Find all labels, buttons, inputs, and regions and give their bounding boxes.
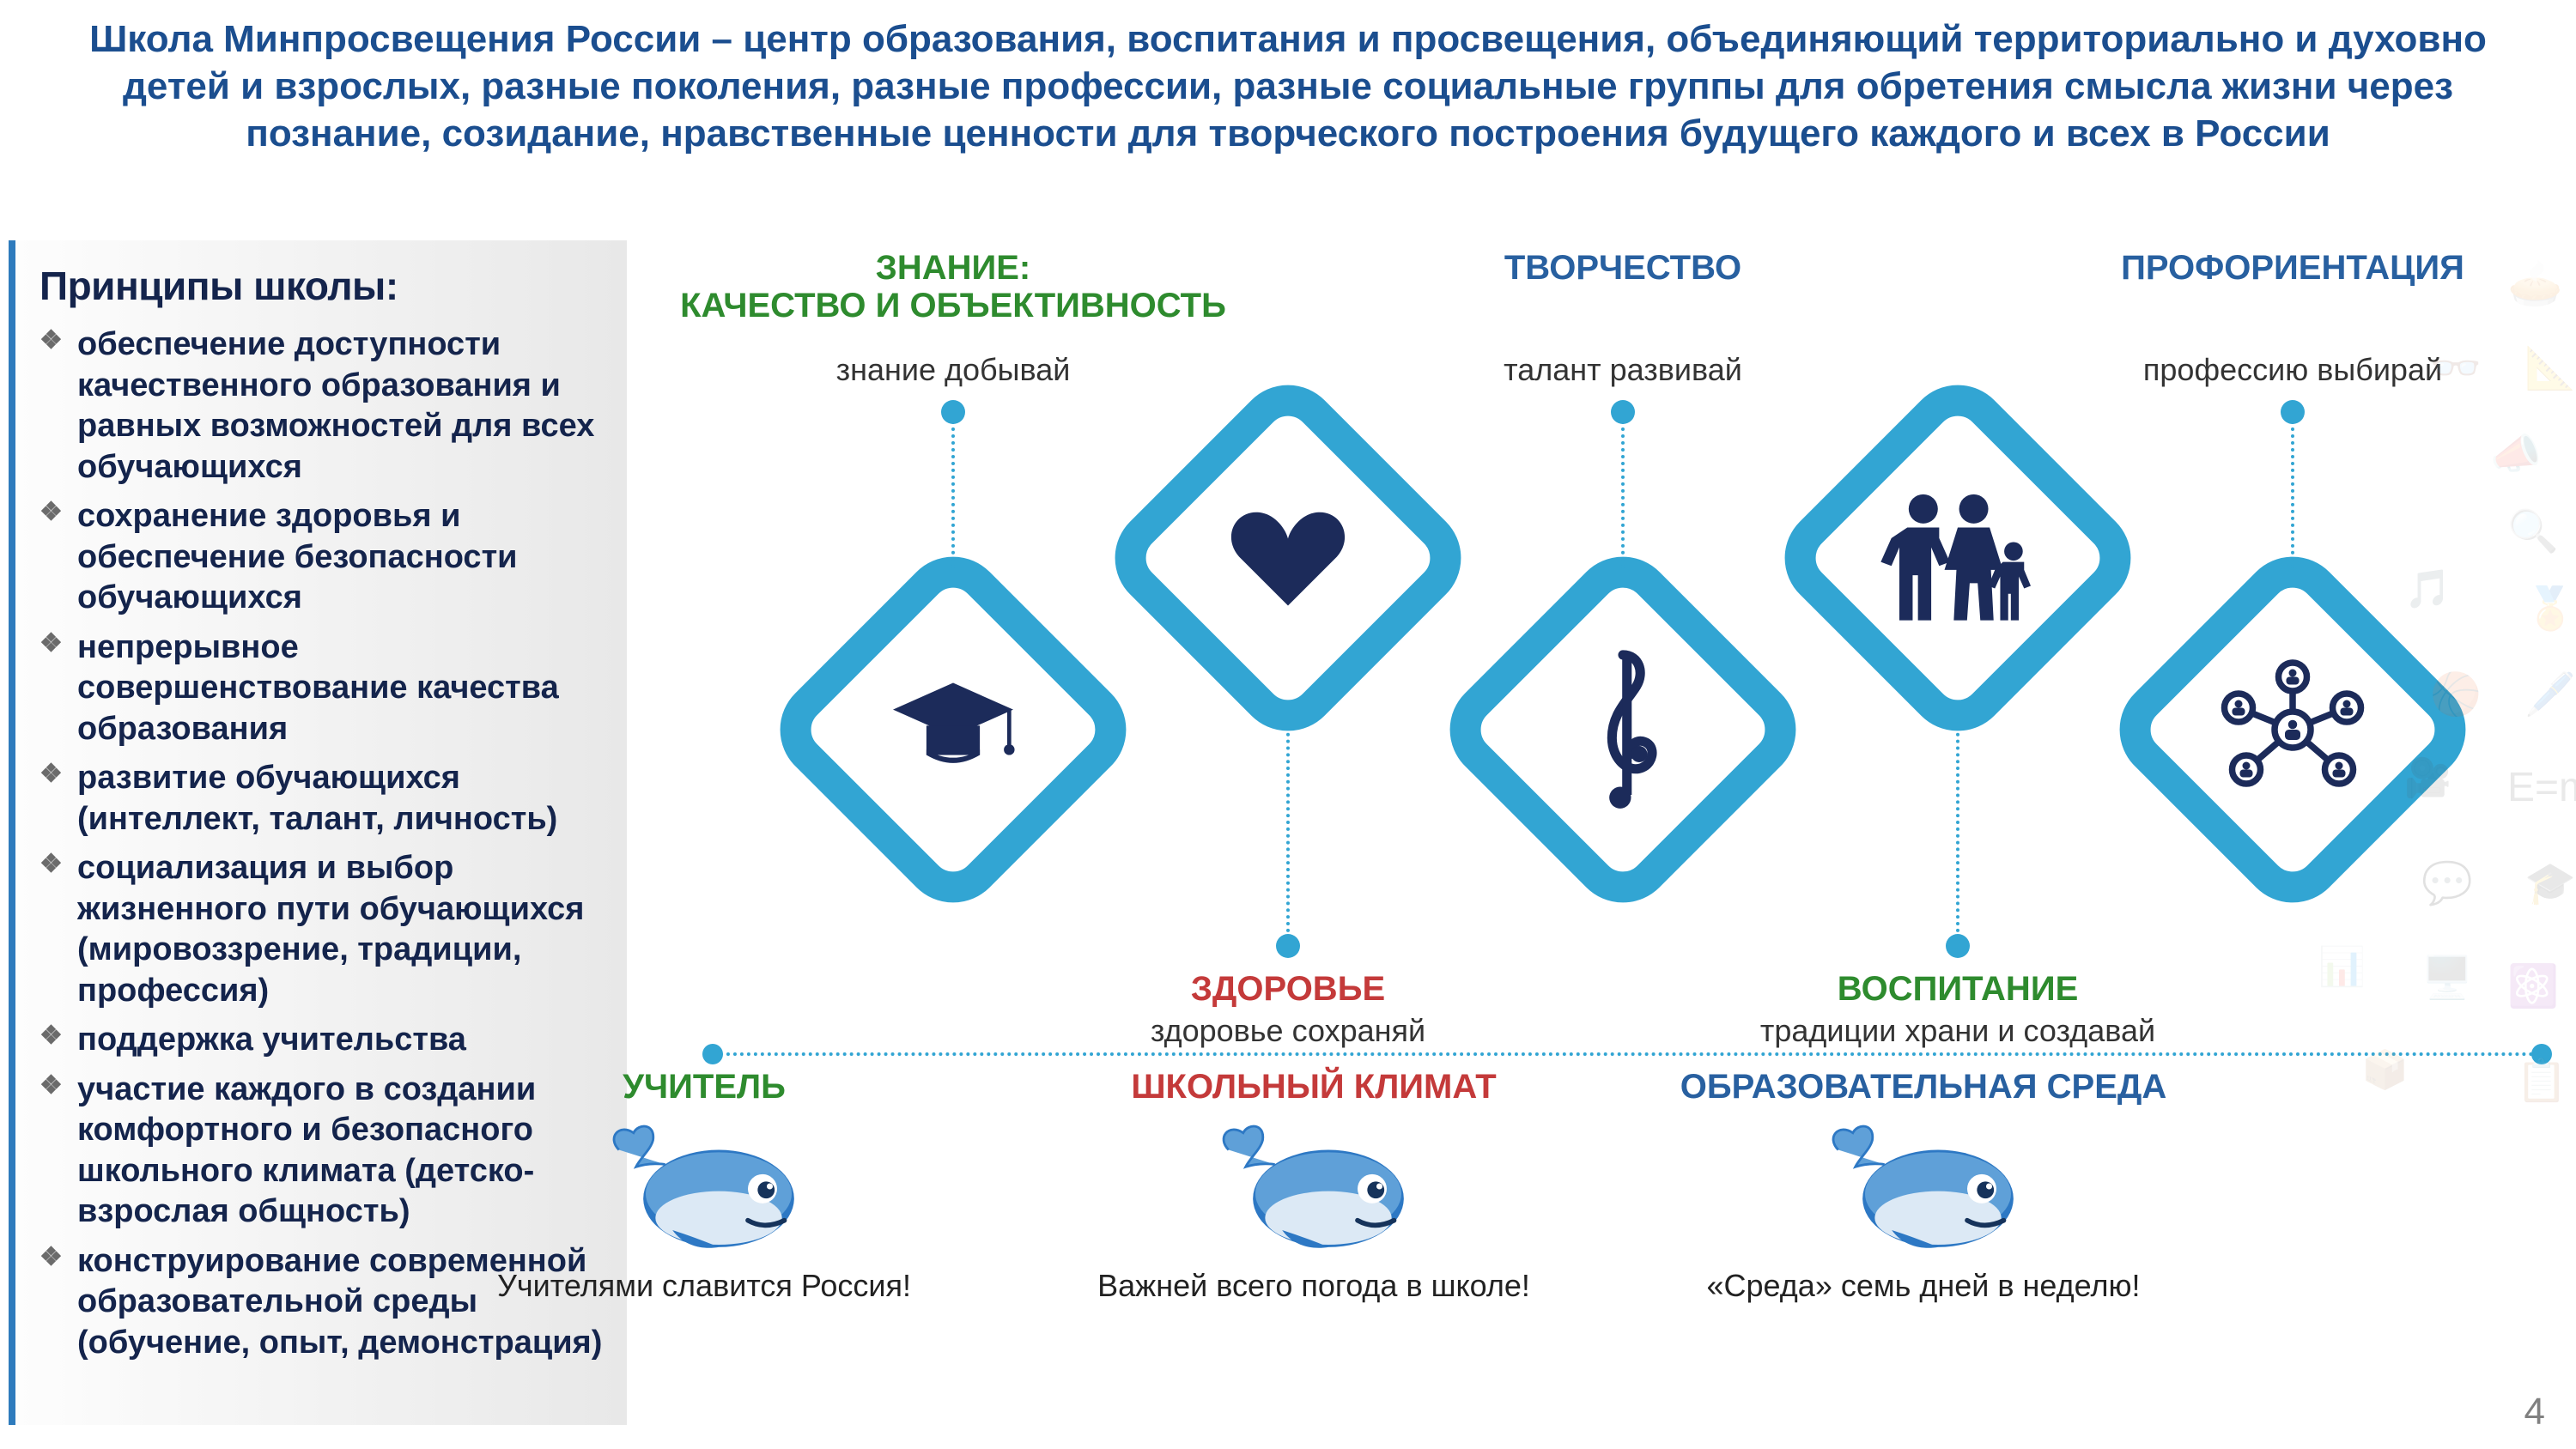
cap-icon — [816, 592, 1091, 867]
principle-item: поддержка учительства — [39, 1020, 606, 1061]
page-number: 4 — [2524, 1391, 2545, 1434]
whale-caption: Учителями славится Россия! — [412, 1268, 996, 1304]
pillar-subtitle: знание добывай — [678, 352, 1228, 388]
whale-icon — [412, 1113, 996, 1259]
whale-caption: «Среда» семь дней в неделю! — [1631, 1268, 2215, 1304]
pillar-title: ТВОРЧЕСТВО — [1348, 249, 1898, 287]
pillar-diamond — [816, 592, 1091, 867]
family-icon — [1820, 421, 2095, 695]
whale-icon — [1022, 1113, 1606, 1259]
pillar-title: ЗДОРОВЬЕ — [1013, 970, 1563, 1008]
principle-item: непрерывное совершенствование качества о… — [39, 627, 606, 750]
whale-block: УЧИТЕЛЬ Учителями славится Россия! — [412, 1068, 996, 1304]
whale-title: ШКОЛЬНЫЙ КЛИМАТ — [1022, 1068, 1606, 1106]
background-icon-pattern: 🥧 👓 📐 📣 🔍 🎵 🏅 🏀 🖊️ 🎥 E=mc² 💬 🎓 📊 🖥️ ⚛️ 📦… — [2061, 240, 2542, 1150]
principle-item: развитие обучающихся (интеллект, талант,… — [39, 758, 606, 840]
whale-title: УЧИТЕЛЬ — [412, 1068, 996, 1106]
whale-caption: Важней всего погода в школе! — [1022, 1268, 1606, 1304]
principle-item: социализация и выбор жизненного пути обу… — [39, 848, 606, 1011]
heart-icon — [1151, 421, 1425, 695]
page-title: Школа Минпросвещения России – центр обра… — [34, 15, 2542, 157]
pillar-diamond — [1820, 421, 2095, 695]
pillar-subtitle: здоровье сохраняй — [1013, 1013, 1563, 1049]
principle-item: сохранение здоровья и обеспечение безопа… — [39, 496, 606, 619]
pillar-title: ЗНАНИЕ: КАЧЕСТВО И ОБЪЕКТИВНОСТЬ — [678, 249, 1228, 324]
pillar-diamond — [1151, 421, 1425, 695]
sidebar-heading: Принципы школы: — [39, 263, 606, 309]
whale-block: ШКОЛЬНЫЙ КЛИМАТ Важней всего погода в шк… — [1022, 1068, 1606, 1304]
pillar-subtitle: талант развивай — [1348, 352, 1898, 388]
principle-item: обеспечение доступности качественного об… — [39, 324, 606, 488]
pillar-diamond — [1485, 592, 1760, 867]
clef-icon — [1485, 592, 1760, 867]
